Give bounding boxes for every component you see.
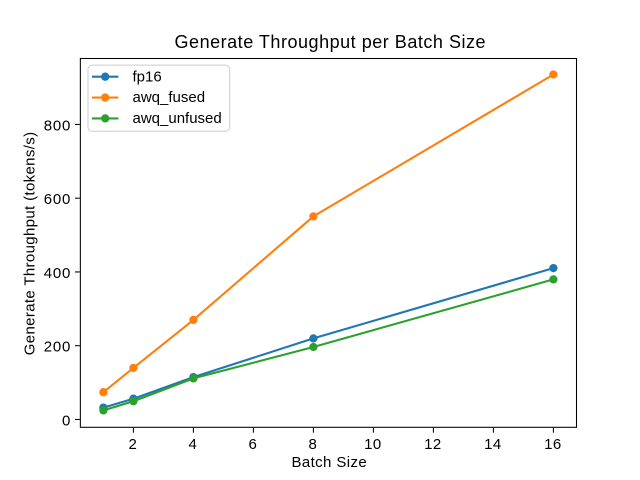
- svg-text:400: 400: [44, 265, 71, 282]
- svg-text:10: 10: [364, 436, 382, 453]
- svg-text:6: 6: [249, 436, 258, 453]
- svg-text:awq_fused: awq_fused: [133, 89, 206, 106]
- svg-text:200: 200: [44, 339, 71, 356]
- svg-text:600: 600: [44, 191, 71, 208]
- svg-text:4: 4: [189, 436, 198, 453]
- svg-text:Generate Throughput per Batch: Generate Throughput per Batch Size: [175, 32, 487, 52]
- svg-text:Generate Throughput (tokens/s): Generate Throughput (tokens/s): [21, 132, 38, 356]
- svg-text:Batch Size: Batch Size: [291, 454, 367, 471]
- svg-text:fp16: fp16: [133, 68, 162, 85]
- svg-text:awq_unfused: awq_unfused: [133, 110, 222, 127]
- svg-text:2: 2: [129, 436, 138, 453]
- svg-text:0: 0: [62, 412, 71, 429]
- svg-text:800: 800: [44, 117, 71, 134]
- svg-text:8: 8: [309, 436, 318, 453]
- svg-text:14: 14: [484, 436, 502, 453]
- svg-text:12: 12: [424, 436, 442, 453]
- svg-text:16: 16: [544, 436, 562, 453]
